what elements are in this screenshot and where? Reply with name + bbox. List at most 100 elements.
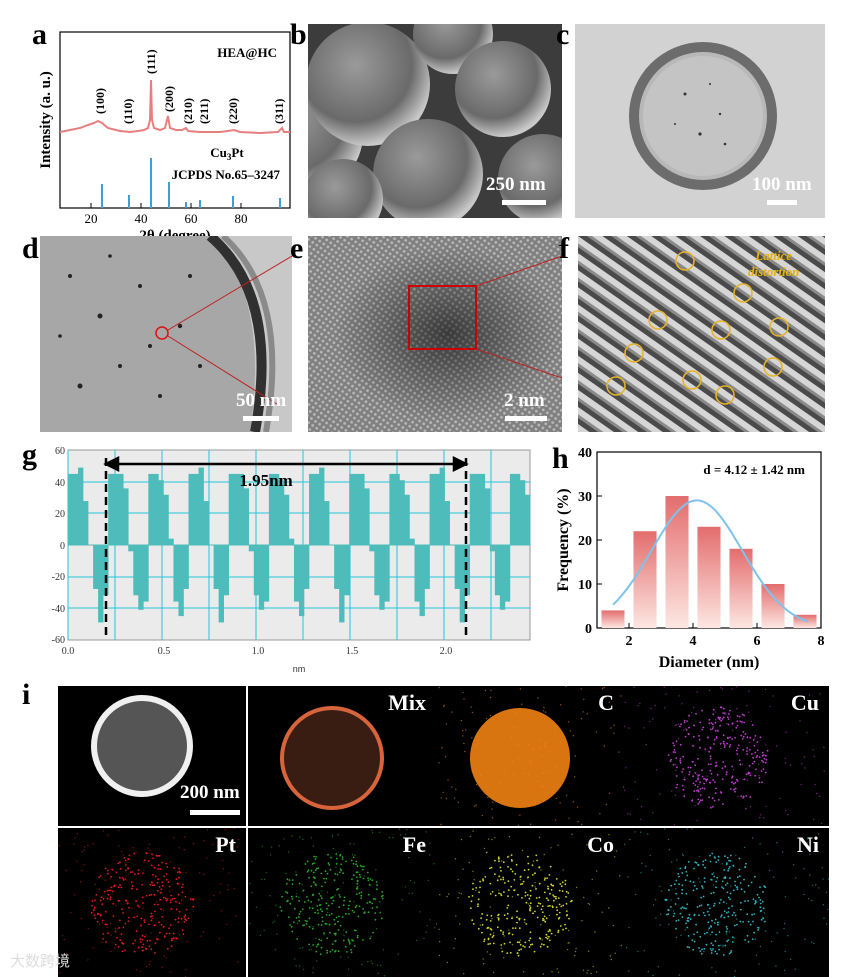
profile-xtick: 1.0 [252, 646, 265, 657]
profile-bar [359, 474, 364, 545]
profile-bar [138, 545, 143, 610]
peak-label-100: (100) [93, 88, 107, 114]
hist-bar [665, 496, 688, 628]
profile-xtick: 0.5 [158, 646, 171, 657]
profile-bar [289, 539, 294, 545]
profile-bar [389, 474, 394, 545]
xrd-xtick: 20 [85, 211, 98, 226]
hrtem-image-e: 2 nm [308, 236, 562, 432]
profile-bar [254, 545, 259, 595]
profile-bar [178, 545, 183, 616]
hist-ytick: 40 [578, 446, 592, 461]
tem-image-d: 50 nm [40, 236, 292, 432]
eds-map-label: Mix [388, 690, 426, 716]
profile-bar [379, 545, 384, 610]
scalebar-label-e: 2 nm [504, 390, 545, 412]
profile-bar [324, 501, 329, 545]
profile-bar [430, 474, 435, 545]
eds-map-tile: Co [436, 828, 624, 977]
profile-bar [309, 474, 314, 545]
profile-bar [500, 545, 505, 610]
profile-bar [83, 501, 88, 545]
hist-xtick: 8 [818, 634, 825, 649]
profile-bar [244, 488, 249, 545]
profile-bar [204, 501, 209, 545]
profile-bar [143, 545, 148, 602]
peak-label-110: (110) [121, 99, 135, 124]
profile-bar [259, 545, 264, 610]
hist-annotation: d = 4.12 ± 1.42 nm [703, 462, 805, 477]
profile-bar [299, 545, 304, 616]
profile-bar [249, 545, 254, 551]
xrd-xtick: 40 [135, 211, 148, 226]
profile-ytick: 0 [60, 541, 65, 552]
profile-bar [394, 474, 399, 545]
peak-label-200: (200) [162, 86, 176, 112]
profile-bar [480, 474, 485, 545]
profile-bar [435, 474, 440, 545]
eds-map-tile: Ni [624, 828, 829, 977]
profile-bar [168, 539, 173, 545]
profile-bar [334, 545, 339, 589]
profile-bar [505, 545, 510, 602]
panel-label-c: c [556, 20, 569, 50]
profile-bar [98, 545, 103, 622]
profile-xtick: 0.0 [62, 646, 75, 657]
hist-ytick: 10 [578, 578, 592, 593]
eds-map-label: Cu [791, 690, 819, 716]
profile-bar [113, 474, 118, 545]
hist-bar [633, 531, 656, 628]
hist-ylabel: Frequency (%) [555, 488, 572, 591]
profile-ytick: 40 [55, 478, 65, 489]
profile-bar [495, 545, 500, 595]
hist-xlabel: Diameter (nm) [659, 654, 760, 671]
peak-label-111: (111) [144, 49, 158, 74]
panel-label-i: i [22, 680, 30, 710]
profile-bar [485, 488, 490, 545]
profile-ytick: -60 [52, 635, 65, 646]
profile-bar [420, 545, 425, 616]
profile-bar [78, 468, 83, 545]
eds-map-tile: 200 nm [58, 686, 246, 826]
scalebar-i [190, 810, 240, 815]
peak-label-210: (210) [181, 98, 195, 124]
hist-bar [697, 527, 720, 628]
profile-bar [229, 474, 234, 545]
profile-bar [314, 474, 319, 545]
profile-bar [93, 545, 98, 589]
scalebar-d [243, 416, 279, 421]
panel-label-g: g [22, 440, 37, 470]
hist-ytick: 20 [578, 534, 592, 549]
xrd-sample-label: HEA@HC [217, 45, 277, 60]
panel-label-d: d [22, 234, 39, 264]
profile-bar [460, 545, 465, 622]
hist-bar [601, 610, 624, 628]
profile-bar [224, 545, 229, 595]
profile-ytick: 60 [55, 446, 65, 457]
scalebar-label-d: 50 nm [236, 390, 286, 412]
profile-bar [344, 545, 349, 595]
profile-xlabel: nm [293, 664, 306, 674]
profile-bar [490, 545, 495, 551]
profile-bar [510, 474, 515, 545]
hist-ytick: 30 [578, 490, 592, 505]
hist-xtick: 6 [754, 634, 761, 649]
eds-map-tile: Fe [248, 828, 436, 977]
lattice-fft-image-f: Lattice distortion [578, 236, 825, 432]
xrd-card-label: JCPDS No.65–3247 [172, 167, 281, 182]
profile-bar [153, 474, 158, 545]
profile-bar [163, 495, 168, 545]
line-profile-chart: 1.95nm 60 40 20 0 -20 -40 -60 0.0 0.5 1.… [40, 446, 540, 676]
hist-xtick: 2 [626, 634, 633, 649]
profile-bar [445, 501, 450, 545]
profile-bar [189, 474, 194, 545]
profile-bar [440, 468, 445, 545]
profile-ytick: 20 [55, 509, 65, 520]
eds-map-tile: Mix [248, 686, 436, 826]
profile-bar [404, 495, 409, 545]
profile-ytick: -20 [52, 572, 65, 583]
peak-label-311: (311) [272, 99, 286, 124]
profile-bar [409, 539, 414, 545]
panel-label-b: b [290, 20, 307, 50]
profile-bar [304, 545, 309, 589]
